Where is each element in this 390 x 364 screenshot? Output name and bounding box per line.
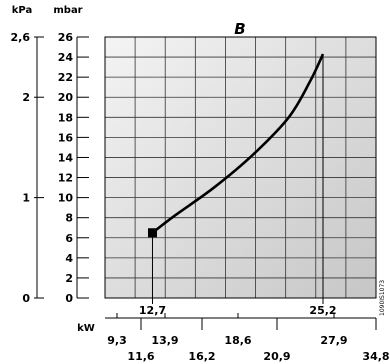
mbar-tick-label: 6 (65, 232, 73, 245)
curve-start-marker (147, 228, 157, 238)
grid (105, 37, 376, 298)
kw-unit-label: kW (77, 323, 95, 334)
pressure-curve (151, 53, 325, 234)
kw-tick-label: 16,2 (188, 350, 215, 363)
kpa-tick-label: 2 (22, 91, 30, 104)
kpa-tick-label: 0 (22, 292, 30, 305)
mbar-tick-label: 4 (65, 252, 73, 265)
mbar-tick-label: 14 (58, 151, 74, 164)
mbar-unit-label: mbar (53, 5, 82, 16)
mbar-tick-label: 2 (65, 272, 73, 285)
kpa-unit-label: kPa (12, 5, 32, 16)
kw-tick-label: 18,6 (224, 334, 251, 347)
inner-axis-tick-label: 25,2 (309, 304, 336, 317)
mbar-tick-label: 8 (65, 212, 73, 225)
mbar-tick-label: 22 (58, 71, 73, 84)
kw-tick-label: 11,6 (127, 350, 154, 363)
plot-frame (104, 36, 377, 299)
curve-layer (147, 53, 325, 298)
axes: 024681012141618202224260122,69,311,613,9… (11, 31, 390, 363)
kw-tick-label: 27,9 (320, 334, 347, 347)
inner-axis-tick-label: 12,7 (139, 304, 166, 317)
chart-title: B (234, 20, 245, 38)
mbar-tick-label: 12 (58, 172, 73, 185)
kw-tick-label: 13,9 (151, 334, 178, 347)
kw-tick-label: 20,9 (263, 350, 290, 363)
kw-tick-label: 34,8 (362, 350, 389, 363)
mbar-tick-label: 20 (58, 91, 74, 104)
mbar-tick-label: 26 (58, 31, 74, 44)
mbar-tick-label: 0 (65, 292, 73, 305)
kw-tick-label: 9,3 (107, 334, 127, 347)
mbar-tick-label: 16 (58, 131, 74, 144)
mbar-tick-label: 10 (58, 192, 74, 205)
chart-code: 1090IS1073 (379, 280, 386, 316)
mbar-tick-label: 24 (58, 51, 74, 64)
kpa-tick-label: 1 (22, 192, 30, 205)
kpa-tick-label: 2,6 (11, 31, 31, 44)
mbar-tick-label: 18 (58, 111, 73, 124)
